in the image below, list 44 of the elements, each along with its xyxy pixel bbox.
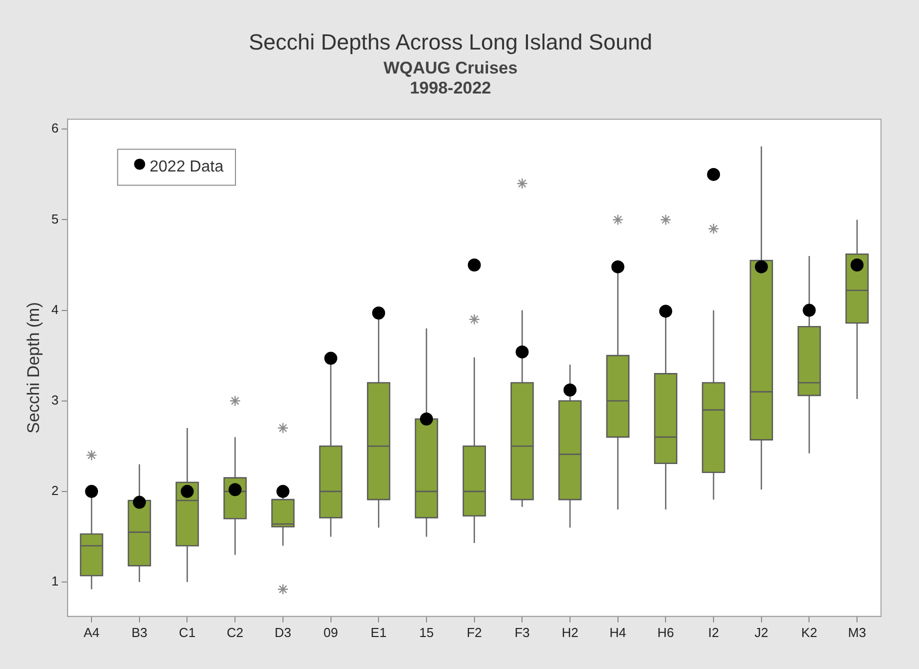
point (276, 484, 290, 498)
x-tick-label: A4 (84, 624, 100, 640)
point (85, 484, 98, 498)
y-tick-label: 2 (51, 483, 59, 498)
x-tick-label: D3 (274, 624, 292, 640)
x-tick-label: C2 (226, 624, 244, 640)
x-tick-label: 09 (324, 624, 338, 640)
point (372, 306, 386, 320)
y-axis-title: Secchi Depth (m) (24, 302, 43, 434)
point (850, 258, 864, 272)
x-tick-label: F3 (514, 624, 530, 640)
chart-subtitle: WQAUG Cruises 1998-2022 (383, 58, 518, 98)
y-tick-label: 1 (51, 574, 59, 589)
point (611, 260, 624, 274)
x-tick-label: K2 (801, 624, 818, 640)
point (324, 352, 338, 365)
x-tick-label: M3 (848, 624, 866, 640)
point (564, 383, 577, 396)
x-tick-label: J2 (754, 624, 768, 640)
x-tick-label: B3 (131, 624, 148, 640)
x-tick-label: H2 (562, 624, 578, 640)
point (659, 304, 672, 318)
point (420, 412, 433, 426)
x-tick-label: I2 (708, 624, 719, 640)
y-tick-label: 6 (51, 120, 59, 136)
chart-title: Secchi Depths Across Long Island Sound (248, 29, 652, 54)
x-tick-label: H6 (657, 624, 674, 640)
point (516, 345, 529, 358)
y-tick-label: 3 (51, 392, 59, 408)
legend-label: 2022 Data (150, 158, 224, 176)
y-tick-label: 4 (51, 302, 59, 317)
x-tick-label: C1 (178, 624, 196, 640)
point (180, 484, 194, 498)
point (754, 260, 768, 274)
x-tick-label: 15 (419, 624, 434, 640)
point (707, 168, 720, 181)
point (228, 483, 242, 496)
y-tick-label: 5 (51, 211, 59, 226)
point (802, 304, 816, 317)
point (132, 496, 146, 509)
x-tick-label: F2 (466, 624, 482, 640)
x-tick-label: E1 (370, 624, 387, 640)
point (468, 258, 481, 272)
x-tick-label: H4 (610, 624, 626, 640)
